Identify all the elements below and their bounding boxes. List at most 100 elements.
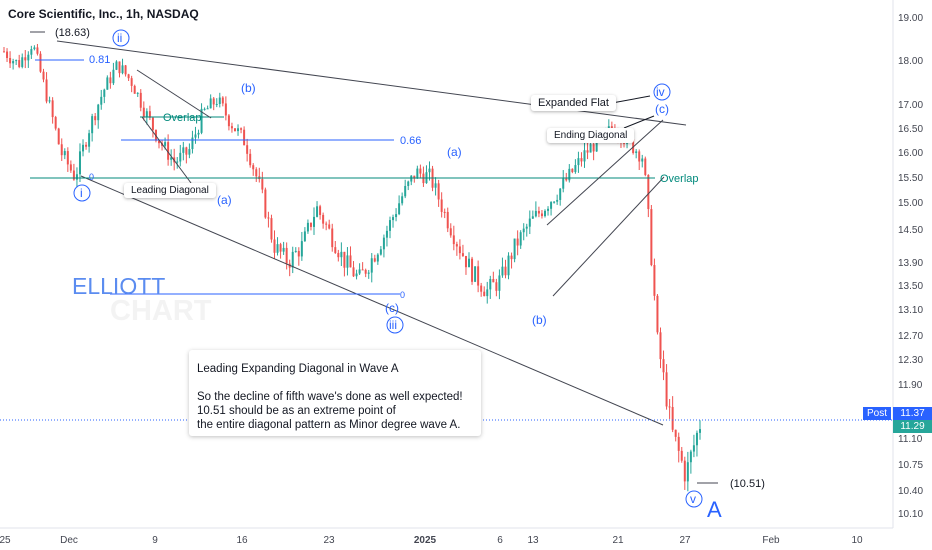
- y-tick-label: 15.50: [898, 173, 923, 184]
- candle-body: [94, 116, 97, 121]
- candle-body: [623, 142, 626, 144]
- candle-body: [179, 152, 182, 162]
- x-tick-label: Dec: [60, 535, 78, 546]
- candle-body: [388, 220, 391, 231]
- candle-body: [677, 436, 680, 451]
- y-tick-label: 10.10: [898, 509, 923, 520]
- candle-body: [121, 65, 124, 74]
- wave-c2-label: (c): [655, 102, 669, 116]
- candle-body: [668, 406, 671, 408]
- candle-body: [82, 144, 85, 152]
- candle-body: [556, 199, 559, 202]
- candle-body: [501, 266, 504, 276]
- candle-body: [85, 144, 88, 147]
- note-line1: Leading Expanding Diagonal in Wave A: [197, 363, 399, 375]
- candle-body: [349, 255, 352, 268]
- y-tick-label: 10.40: [898, 486, 923, 497]
- wave-i-label: i: [80, 186, 83, 200]
- candle-body: [382, 237, 385, 250]
- candle-body: [130, 78, 133, 86]
- candle-body: [100, 96, 103, 105]
- candle-body: [486, 289, 489, 297]
- candle-body: [252, 165, 255, 170]
- candle-body: [458, 246, 461, 254]
- candle-body: [550, 202, 553, 209]
- candle-body: [455, 244, 458, 247]
- candle-body: [78, 151, 81, 175]
- candle-body: [212, 98, 215, 105]
- candle-body: [215, 104, 218, 106]
- y-tick-label: 13.90: [898, 258, 923, 269]
- candle-body: [72, 170, 75, 180]
- y-tick-label: 10.75: [898, 460, 923, 471]
- x-tick-label: Feb: [762, 535, 780, 546]
- candle-body: [352, 267, 355, 277]
- fib-081-label: 0.81: [89, 54, 110, 66]
- candle-body: [30, 49, 33, 55]
- candle-body: [635, 151, 638, 153]
- candle-body: [24, 57, 27, 61]
- candle-body: [322, 214, 325, 224]
- candle-body: [136, 92, 139, 94]
- candle-body: [45, 79, 48, 102]
- candle-body: [586, 150, 589, 153]
- candle-body: [69, 164, 72, 171]
- analysis-note: Leading Expanding Diagonal in Wave A So …: [189, 350, 481, 436]
- candle-body: [285, 247, 288, 264]
- expanded-flat-tag: Expanded Flat: [531, 95, 616, 111]
- x-tick-label: 16: [236, 535, 248, 546]
- post-tag: Post 11.37: [863, 407, 932, 420]
- candle-body: [158, 140, 161, 144]
- candle-body: [656, 295, 659, 333]
- candle-body: [297, 250, 300, 257]
- candle-body: [240, 128, 243, 130]
- candle-body: [662, 359, 665, 373]
- watermark-line2: CHART: [110, 295, 212, 327]
- candle-body: [674, 429, 677, 437]
- candle-body: [63, 151, 66, 156]
- candle-body: [665, 372, 668, 407]
- candle-body: [638, 151, 641, 162]
- candle-body: [355, 273, 358, 277]
- y-tick-label: 17.00: [898, 100, 923, 111]
- candle-body: [480, 285, 483, 292]
- candle-body: [273, 239, 276, 253]
- candle-body: [319, 206, 322, 215]
- candle-body: [571, 168, 574, 173]
- candle-body: [531, 216, 534, 219]
- candle-body: [565, 178, 568, 181]
- candle-body: [270, 218, 273, 240]
- candle-body: [291, 251, 294, 268]
- candle-body: [392, 217, 395, 221]
- x-tick-label: 25: [0, 535, 11, 546]
- candle-body: [185, 147, 188, 155]
- x-axis-ticks: 25 Dec 9 16 23 2025 6 13 21 27 Feb 10: [0, 535, 863, 546]
- candle-body: [57, 128, 60, 145]
- candle-body: [103, 89, 106, 97]
- candle-body: [282, 247, 285, 252]
- candle-body: [474, 266, 477, 282]
- x-tick-label: 2025: [414, 535, 437, 546]
- watermark-line1: ELLIOTT: [72, 273, 165, 299]
- wave-ii-label: ii: [117, 31, 122, 45]
- candle-body: [151, 117, 154, 130]
- candle-body: [48, 100, 51, 102]
- high-label: (18.63): [55, 27, 90, 39]
- candle-body: [170, 157, 173, 160]
- x-tick-label: 13: [527, 535, 539, 546]
- candle-body: [267, 217, 270, 219]
- fib-066-label: 0.66: [400, 135, 421, 147]
- candle-body: [495, 282, 498, 291]
- candle-body: [468, 258, 471, 268]
- candle-body: [331, 228, 334, 248]
- y-tick-label: 13.50: [898, 281, 923, 292]
- candle-body: [237, 128, 240, 132]
- candle-body: [464, 256, 467, 268]
- candle-body: [148, 111, 151, 118]
- candle-body: [364, 269, 367, 274]
- arrow-expanded: [611, 95, 651, 104]
- candle-body: [449, 228, 452, 236]
- candle-body: [398, 203, 401, 215]
- candle-body: [261, 179, 264, 190]
